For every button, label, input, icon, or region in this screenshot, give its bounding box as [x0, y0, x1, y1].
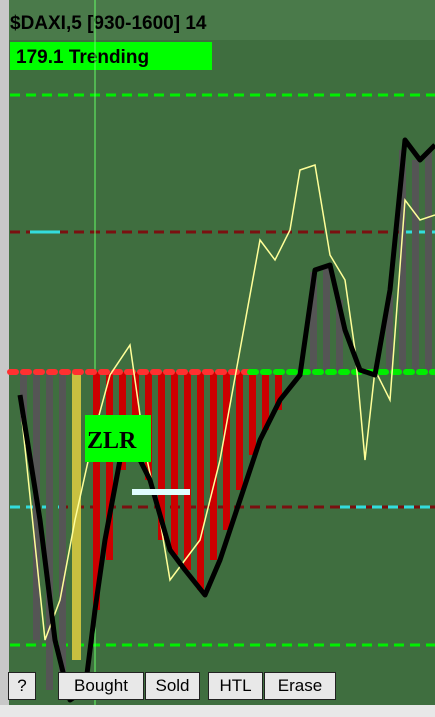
hist-bar [323, 268, 330, 372]
hist-bar [310, 272, 317, 372]
hist-bar [158, 372, 165, 540]
status-bar [0, 705, 435, 717]
hist-bar [275, 372, 282, 410]
chart-title: $DAXI,5 [930-1600] 14 [10, 13, 207, 34]
hist-bar [46, 372, 53, 690]
hist-bar [336, 300, 343, 372]
hist-bar [59, 372, 66, 680]
hist-bar [249, 372, 256, 455]
hist-bar [386, 295, 393, 372]
hist-bar [106, 372, 113, 560]
sold-button[interactable]: Sold [145, 672, 200, 700]
hist-bar [223, 372, 230, 530]
bought-button[interactable]: Bought [58, 672, 144, 700]
htl-button[interactable]: HTL [208, 672, 263, 700]
hist-bar [236, 372, 243, 490]
status-label: 179.1 Trending [16, 47, 149, 68]
hist-bar [184, 372, 191, 570]
hist-bar [412, 160, 419, 372]
hist-bar [171, 372, 178, 555]
zlr-box [85, 415, 151, 462]
hist-bar [262, 372, 269, 430]
fast-line [19, 164, 435, 641]
marker-bar [132, 489, 190, 495]
slow-line [17, 137, 435, 703]
hist-bar [210, 372, 217, 560]
hist-bar [197, 372, 204, 590]
zlr-label: ZLR [87, 428, 137, 454]
left-border [0, 0, 9, 717]
hist-bar [20, 372, 27, 422]
help-button[interactable]: ? [8, 672, 36, 700]
hist-bar [425, 150, 432, 372]
status-box [10, 42, 212, 70]
hist-bar [399, 150, 406, 372]
header-background [0, 0, 435, 40]
erase-button[interactable]: Erase [264, 672, 336, 700]
hist-bar [132, 372, 139, 450]
hist-bar [93, 372, 100, 610]
